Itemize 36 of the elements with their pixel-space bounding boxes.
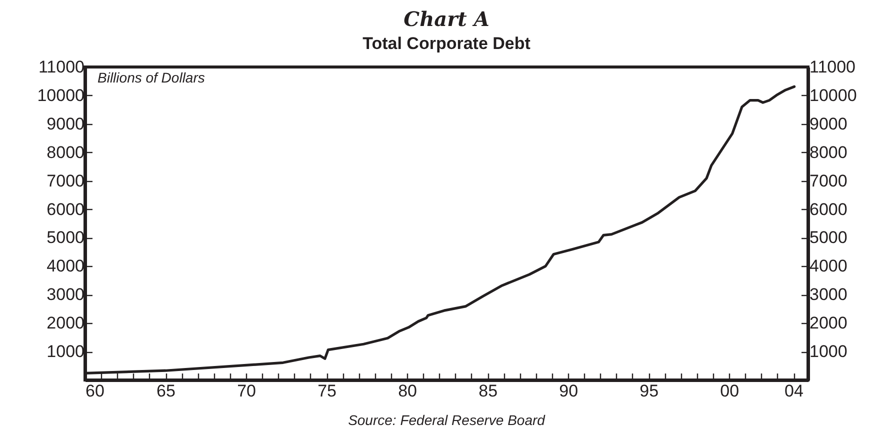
y-tick-label: 7000 xyxy=(46,171,84,190)
x-tick-label: 65 xyxy=(156,382,176,400)
x-tick-label: 90 xyxy=(559,382,578,400)
x-tick-label: 80 xyxy=(398,382,418,400)
chart-subtitle: Total Corporate Debt xyxy=(362,34,531,53)
x-tick-label: 00 xyxy=(720,382,740,400)
x-tick-label: 85 xyxy=(478,382,498,400)
x-tick-label: 70 xyxy=(237,382,256,400)
y2-tick-label: 1000 xyxy=(810,342,848,362)
y-tick-label: 1000 xyxy=(46,342,84,362)
y2-tick-label: 6000 xyxy=(810,200,848,219)
y2-tick-label: 8000 xyxy=(810,142,848,162)
y-tick-label: 5000 xyxy=(46,228,84,248)
y2-tick-label: 11000 xyxy=(810,58,856,76)
y2-tick-label: 10000 xyxy=(810,86,857,105)
x-tick-label: 75 xyxy=(318,382,336,400)
y2-tick-label: 2000 xyxy=(810,314,848,333)
y-tick-label: 4000 xyxy=(46,256,84,276)
y2-tick-label: 9000 xyxy=(810,114,848,134)
y-tick-label: 3000 xyxy=(46,285,84,304)
y-tick-label: 11000 xyxy=(38,58,84,76)
y-tick-label: 9000 xyxy=(46,114,84,134)
y-tick-label: 8000 xyxy=(46,142,84,162)
y-tick-label: 10000 xyxy=(37,86,84,105)
y-tick-label: 6000 xyxy=(46,200,84,219)
y2-tick-label: 7000 xyxy=(810,171,848,190)
x-tick-label: 60 xyxy=(86,382,104,400)
source-note: Source: Federal Reserve Board xyxy=(347,412,546,428)
x-tick-label: 04 xyxy=(784,382,804,400)
chart-title: Chart A xyxy=(404,7,490,31)
y2-tick-label: 4000 xyxy=(810,256,848,276)
y2-tick-label: 5000 xyxy=(810,228,848,248)
x-tick-label: 95 xyxy=(640,382,659,400)
y-tick-label: 2000 xyxy=(46,314,84,333)
y-axis-title: Billions of Dollars xyxy=(98,70,205,86)
y2-tick-label: 3000 xyxy=(810,285,848,304)
